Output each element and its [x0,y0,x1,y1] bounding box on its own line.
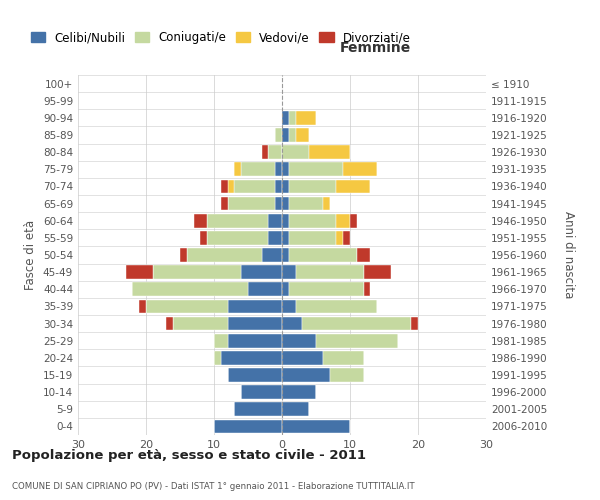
Bar [282,231,289,244]
Bar [125,266,153,279]
Bar [282,351,323,364]
Bar [282,420,350,434]
Bar [275,180,282,194]
Bar [268,214,282,228]
Bar [221,180,227,194]
Bar [323,351,364,364]
Bar [180,248,187,262]
Bar [207,214,268,228]
Text: COMUNE DI SAN CIPRIANO PO (PV) - Dati ISTAT 1° gennaio 2011 - Elaborazione TUTTI: COMUNE DI SAN CIPRIANO PO (PV) - Dati IS… [12,482,415,491]
Bar [282,300,296,314]
Bar [282,368,329,382]
Bar [227,334,282,347]
Bar [282,162,289,176]
Bar [323,196,329,210]
Bar [289,231,337,244]
Bar [289,128,296,142]
Bar [296,266,364,279]
Bar [357,248,370,262]
Bar [227,196,275,210]
Text: Popolazione per età, sesso e stato civile - 2011: Popolazione per età, sesso e stato civil… [12,450,366,462]
Y-axis label: Fasce di età: Fasce di età [25,220,37,290]
Bar [166,316,173,330]
Bar [282,266,296,279]
Bar [282,214,289,228]
Bar [282,180,289,194]
Bar [316,334,398,347]
Bar [227,368,282,382]
Bar [241,162,275,176]
Bar [282,248,289,262]
Bar [262,146,268,159]
Bar [289,282,364,296]
Bar [200,231,207,244]
Bar [268,146,282,159]
Bar [289,196,323,210]
Bar [275,196,282,210]
Bar [262,248,282,262]
Bar [282,402,309,416]
Bar [153,266,241,279]
Bar [337,214,350,228]
Bar [214,420,282,434]
Bar [282,128,289,142]
Bar [187,248,262,262]
Bar [337,180,370,194]
Bar [289,248,357,262]
Bar [227,316,282,330]
Bar [248,282,282,296]
Bar [214,351,221,364]
Bar [289,111,296,124]
Bar [282,386,316,399]
Bar [411,316,418,330]
Bar [227,180,235,194]
Y-axis label: Anni di nascita: Anni di nascita [562,212,575,298]
Bar [350,214,357,228]
Bar [329,368,364,382]
Text: Femmine: Femmine [340,41,412,55]
Bar [364,282,370,296]
Bar [309,146,350,159]
Bar [296,111,316,124]
Bar [343,162,377,176]
Bar [296,128,309,142]
Bar [227,300,282,314]
Bar [275,128,282,142]
Bar [282,334,316,347]
Bar [133,282,248,296]
Bar [139,300,146,314]
Bar [364,266,391,279]
Bar [302,316,411,330]
Bar [289,162,343,176]
Bar [241,266,282,279]
Bar [235,162,241,176]
Bar [289,214,337,228]
Bar [194,214,207,228]
Bar [296,300,377,314]
Bar [343,231,350,244]
Bar [173,316,227,330]
Bar [282,111,289,124]
Bar [337,231,343,244]
Bar [207,231,268,244]
Bar [282,316,302,330]
Bar [235,180,275,194]
Bar [214,334,227,347]
Bar [282,146,309,159]
Bar [221,196,227,210]
Bar [235,402,282,416]
Bar [289,180,337,194]
Bar [282,282,289,296]
Bar [275,162,282,176]
Bar [282,196,289,210]
Bar [268,231,282,244]
Bar [146,300,227,314]
Legend: Celibi/Nubili, Coniugati/e, Vedovi/e, Divorziati/e: Celibi/Nubili, Coniugati/e, Vedovi/e, Di… [28,28,413,46]
Bar [241,386,282,399]
Bar [221,351,282,364]
